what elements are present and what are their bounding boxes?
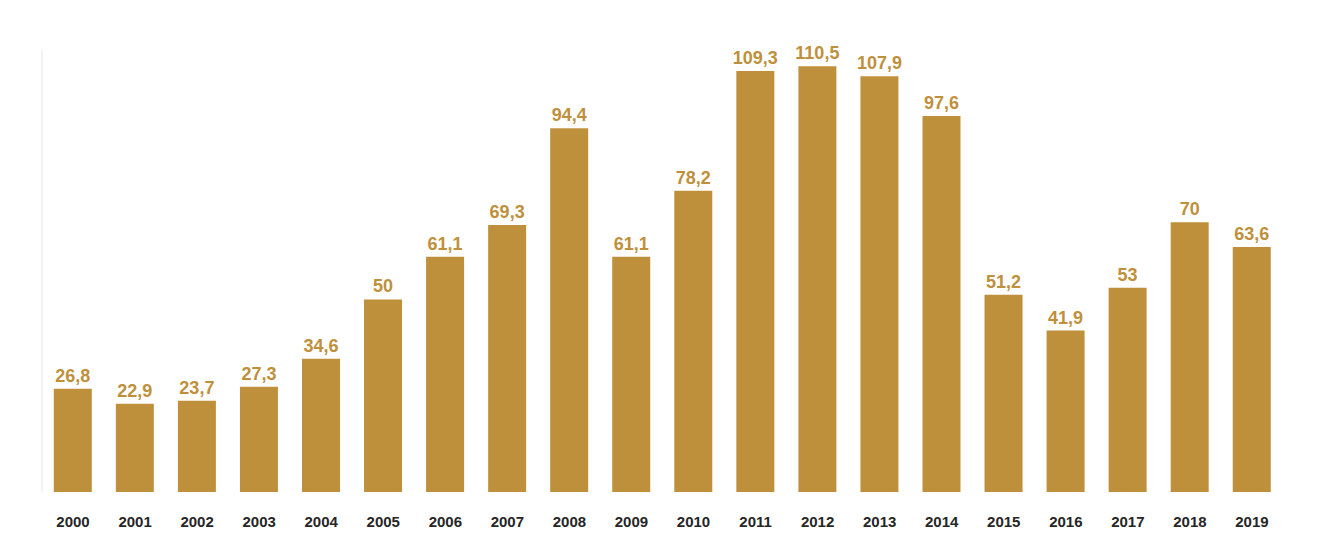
svg-text:2000: 2000 bbox=[56, 513, 89, 530]
svg-text:110,5: 110,5 bbox=[795, 43, 839, 63]
svg-text:109,3: 109,3 bbox=[733, 48, 778, 68]
svg-text:2019: 2019 bbox=[1235, 513, 1268, 530]
svg-text:69,3: 69,3 bbox=[490, 202, 525, 222]
svg-text:70: 70 bbox=[1180, 199, 1200, 219]
svg-text:2013: 2013 bbox=[863, 513, 896, 530]
svg-text:97,6: 97,6 bbox=[924, 93, 959, 113]
svg-text:2010: 2010 bbox=[677, 513, 710, 530]
svg-text:2009: 2009 bbox=[615, 513, 648, 530]
svg-text:2005: 2005 bbox=[367, 513, 400, 530]
svg-text:2004: 2004 bbox=[305, 513, 339, 530]
svg-text:23,7: 23,7 bbox=[179, 378, 214, 398]
svg-text:41,9: 41,9 bbox=[1048, 308, 1083, 328]
svg-text:2014: 2014 bbox=[925, 513, 959, 530]
svg-text:2015: 2015 bbox=[987, 513, 1020, 530]
svg-text:2016: 2016 bbox=[1049, 513, 1082, 530]
svg-text:63,6: 63,6 bbox=[1234, 224, 1269, 244]
svg-text:22,9: 22,9 bbox=[117, 381, 152, 401]
svg-text:2017: 2017 bbox=[1111, 513, 1144, 530]
svg-text:78,2: 78,2 bbox=[676, 168, 711, 188]
svg-text:107,9: 107,9 bbox=[857, 53, 902, 73]
svg-text:53: 53 bbox=[1118, 265, 1138, 285]
svg-text:27,3: 27,3 bbox=[241, 364, 276, 384]
svg-text:2012: 2012 bbox=[801, 513, 834, 530]
svg-text:2003: 2003 bbox=[242, 513, 275, 530]
svg-text:51,2: 51,2 bbox=[986, 272, 1021, 292]
svg-text:2011: 2011 bbox=[739, 513, 772, 530]
svg-text:50: 50 bbox=[373, 276, 393, 296]
svg-text:2001: 2001 bbox=[118, 513, 151, 530]
svg-text:2008: 2008 bbox=[553, 513, 586, 530]
svg-text:2018: 2018 bbox=[1173, 513, 1206, 530]
svg-text:61,1: 61,1 bbox=[614, 234, 649, 254]
svg-text:61,1: 61,1 bbox=[428, 234, 463, 254]
svg-text:26,8: 26,8 bbox=[55, 366, 90, 386]
svg-text:2002: 2002 bbox=[180, 513, 213, 530]
svg-text:2006: 2006 bbox=[429, 513, 462, 530]
svg-text:94,4: 94,4 bbox=[552, 105, 587, 125]
svg-text:34,6: 34,6 bbox=[303, 336, 338, 356]
svg-text:2007: 2007 bbox=[491, 513, 524, 530]
